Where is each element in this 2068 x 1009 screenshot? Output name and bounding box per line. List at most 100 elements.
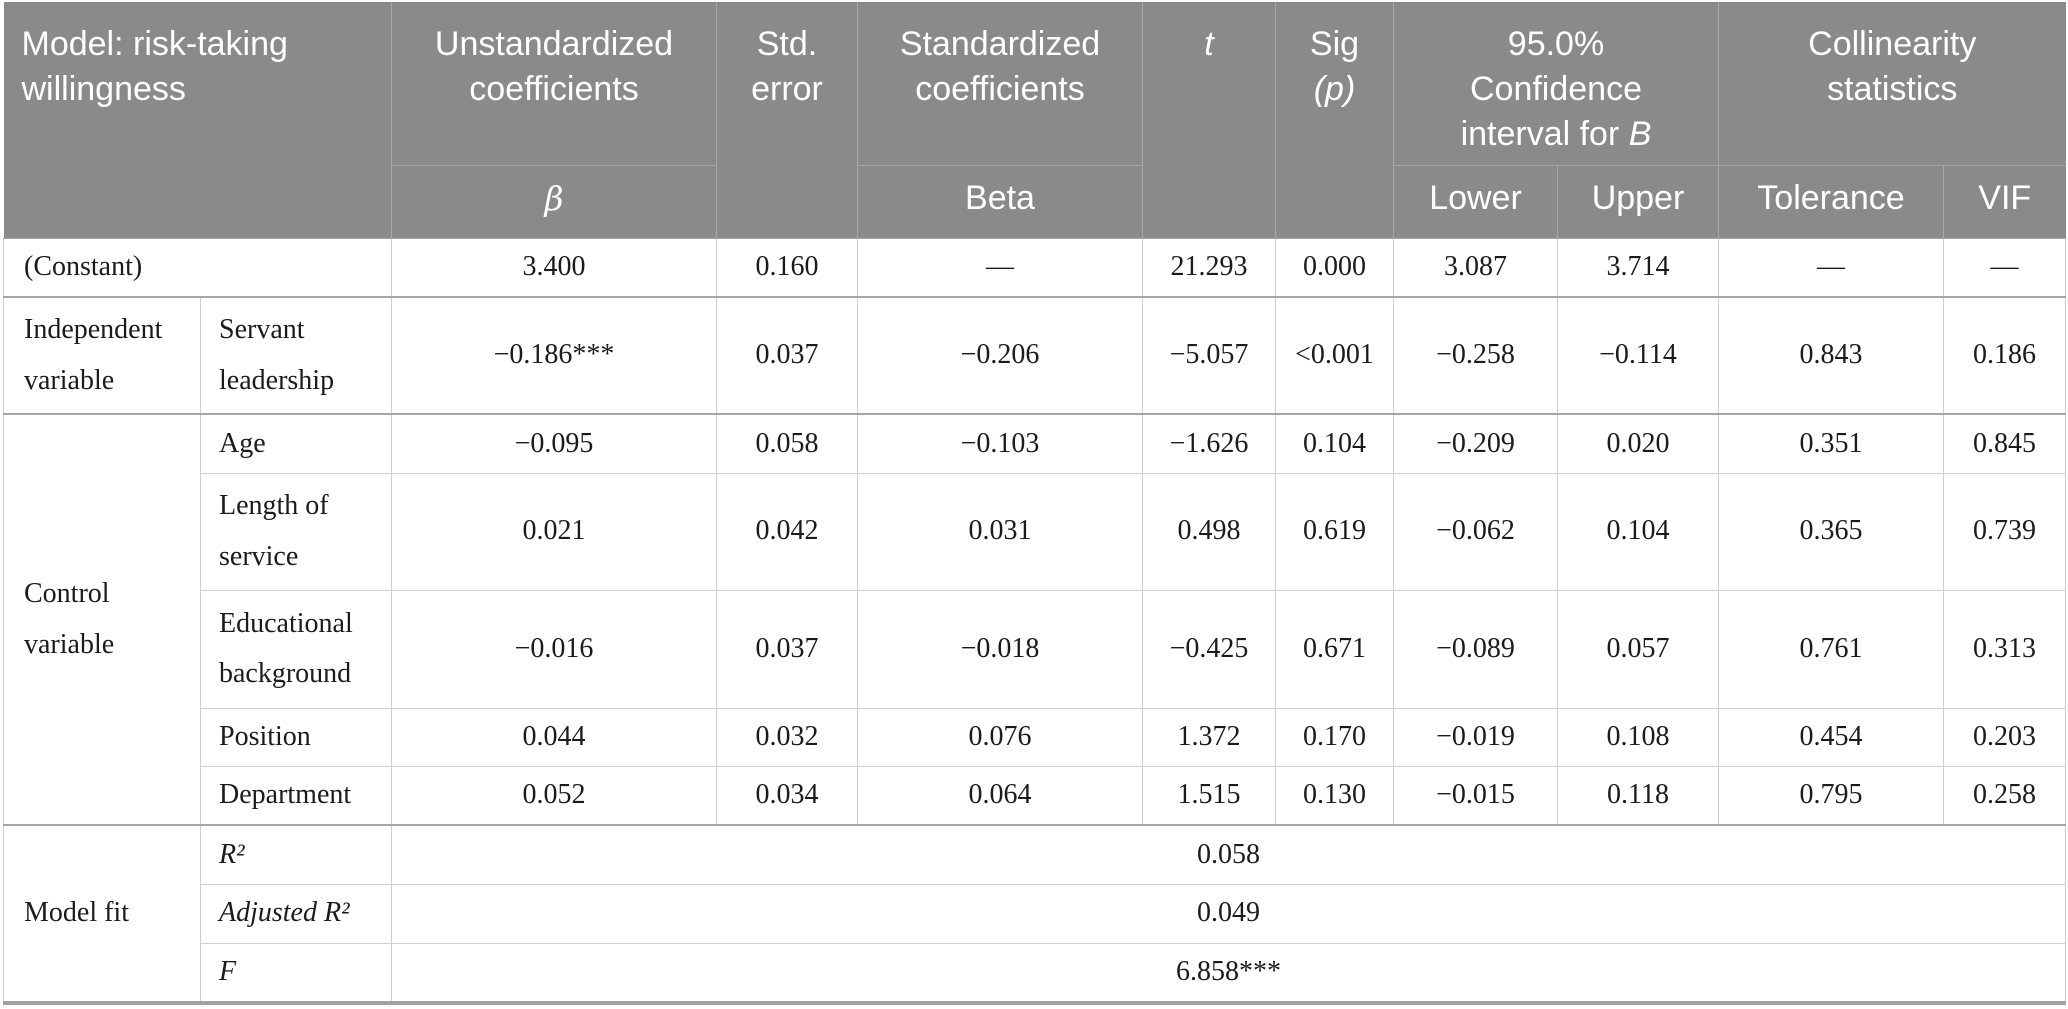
cell-lower: −0.089 (1393, 589, 1558, 709)
header-sig-label: Sig (1309, 25, 1360, 63)
cell-tolerance: 0.761 (1718, 589, 1944, 709)
subheader-tolerance: Tolerance (1718, 164, 1944, 239)
subheader-beta: Beta (857, 164, 1143, 239)
ci-b-symbol: B (1628, 114, 1652, 153)
table-row-position: Position 0.044 0.032 0.076 1.372 0.170 −… (4, 707, 2066, 767)
cell-tolerance: 0.843 (1718, 296, 1944, 415)
row-label-constant: (Constant) (3, 237, 392, 298)
cell-vif: 0.739 (1943, 472, 2066, 591)
table-row-adjusted-r-squared: Adjusted R² 0.049 (4, 883, 2066, 944)
cell-upper: 0.057 (1557, 589, 1719, 709)
header-standardized-coefficients: Standardized coefficients (857, 2, 1143, 166)
cell-vif: — (1943, 237, 2066, 298)
table-row-servant-leadership: Independent variable Servant leadership … (3, 296, 2066, 415)
table-row-constant: (Constant) 3.400 0.160 — 21.293 0.000 3.… (3, 237, 2066, 298)
cell-tolerance: — (1718, 237, 1944, 298)
cell-vif: 0.845 (1943, 413, 2066, 474)
row-label-f-statistic: F (200, 942, 392, 1004)
header-confidence-interval: 95.0% Confidence interval for B (1393, 2, 1719, 166)
cell-beta: — (857, 237, 1143, 298)
subheader-lower: Lower (1393, 164, 1558, 239)
table-body: (Constant) 3.400 0.160 — 21.293 0.000 3.… (3, 237, 2066, 1004)
cell-sig: 0.000 (1275, 237, 1394, 298)
cell-t: −1.626 (1142, 413, 1276, 474)
cell-vif: 0.203 (1943, 707, 2066, 767)
cell-t: 0.498 (1142, 472, 1276, 591)
header-row-groups: Model: risk-taking willingness Unstandar… (3, 2, 2066, 239)
cell-upper: 0.020 (1557, 413, 1719, 474)
cell-sig: 0.104 (1275, 413, 1394, 474)
subheader-vif: VIF (1943, 164, 2066, 239)
header-collinearity-statistics: Collinearity statistics (1718, 2, 2066, 166)
cell-lower: −0.258 (1393, 296, 1558, 415)
cell-beta: 0.031 (857, 472, 1143, 591)
cell-tolerance: 0.351 (1718, 413, 1944, 474)
cell-std-error: 0.042 (716, 472, 858, 591)
row-label-length-of-service: Length of service (200, 472, 392, 591)
cell-adjusted-r-squared-value: 0.049 (391, 883, 2066, 944)
cell-upper: 0.108 (1557, 707, 1719, 767)
group-label-control-variable: Control variable (3, 413, 201, 826)
row-label-adjusted-r-squared: Adjusted R² (200, 883, 392, 944)
cell-std-error: 0.160 (716, 237, 858, 298)
cell-sig: 0.130 (1275, 765, 1394, 826)
cell-tolerance: 0.365 (1718, 472, 1944, 591)
cell-std-error: 0.037 (716, 589, 858, 709)
cell-lower: −0.015 (1393, 765, 1558, 826)
cell-sig: <0.001 (1275, 296, 1394, 415)
cell-lower: 3.087 (1393, 237, 1558, 298)
cell-beta: −0.018 (857, 589, 1143, 709)
cell-b: 3.400 (391, 237, 717, 298)
cell-std-error: 0.058 (716, 413, 858, 474)
table-row-department: Department 0.052 0.034 0.064 1.515 0.130… (4, 765, 2066, 826)
cell-lower: −0.019 (1393, 707, 1558, 767)
cell-vif: 0.313 (1943, 589, 2066, 709)
table-row-age: Control variable Age −0.095 0.058 −0.103… (3, 413, 2066, 826)
table-row-r-squared: Model fit R² 0.058 (3, 824, 2066, 1004)
group-label-model-fit: Model fit (3, 824, 201, 1004)
cell-t: −5.057 (1142, 296, 1276, 415)
cell-lower: −0.062 (1393, 472, 1558, 591)
cell-t: −0.425 (1142, 589, 1276, 709)
cell-b: 0.052 (391, 765, 717, 826)
header-row-subheaders: β Beta Lower Upper Tolerance VIF (4, 164, 2066, 239)
cell-b: −0.186*** (391, 296, 717, 415)
row-label-educational-background: Educational background (200, 589, 392, 709)
cell-sig: 0.619 (1275, 472, 1394, 591)
cell-lower: −0.209 (1393, 413, 1558, 474)
row-label-r-squared: R² (200, 824, 392, 885)
subheader-beta-coefficient: β (391, 164, 717, 239)
cell-vif: 0.186 (1943, 296, 2066, 415)
header-std-error: Std. error (716, 2, 858, 239)
table-row-f-statistic: F 6.858*** (4, 942, 2066, 1004)
row-label-department: Department (200, 765, 392, 826)
cell-std-error: 0.037 (716, 296, 858, 415)
subheader-upper: Upper (1557, 164, 1719, 239)
regression-table: Model: risk-taking willingness Unstandar… (3, 2, 2066, 1006)
cell-upper: 0.118 (1557, 765, 1719, 826)
cell-b: −0.016 (391, 589, 717, 709)
cell-b: 0.044 (391, 707, 717, 767)
table-header: Model: risk-taking willingness Unstandar… (3, 2, 2066, 239)
cell-beta: −0.206 (857, 296, 1143, 415)
cell-beta: −0.103 (857, 413, 1143, 474)
header-unstandardized-coefficients: Unstandardized coefficients (391, 2, 717, 166)
table-row-length-of-service: Length of service 0.021 0.042 0.031 0.49… (4, 472, 2066, 591)
header-p-label: (p) (1313, 69, 1356, 108)
collinearity-text: Collinearity statistics (1808, 25, 1977, 108)
cell-f-statistic-value: 6.858*** (391, 942, 2066, 1004)
row-label-age: Age (200, 413, 392, 474)
cell-r-squared-value: 0.058 (391, 824, 2066, 885)
cell-beta: 0.076 (857, 707, 1143, 767)
table-row-educational-background: Educational background −0.016 0.037 −0.0… (4, 589, 2066, 709)
group-label-independent-variable: Independent variable (3, 296, 201, 415)
cell-upper: −0.114 (1557, 296, 1719, 415)
cell-sig: 0.671 (1275, 589, 1394, 709)
cell-b: 0.021 (391, 472, 717, 591)
cell-t: 1.372 (1142, 707, 1276, 767)
cell-b: −0.095 (391, 413, 717, 474)
cell-std-error: 0.034 (716, 765, 858, 826)
row-label-position: Position (200, 707, 392, 767)
header-t: t (1142, 2, 1276, 239)
cell-upper: 3.714 (1557, 237, 1719, 298)
